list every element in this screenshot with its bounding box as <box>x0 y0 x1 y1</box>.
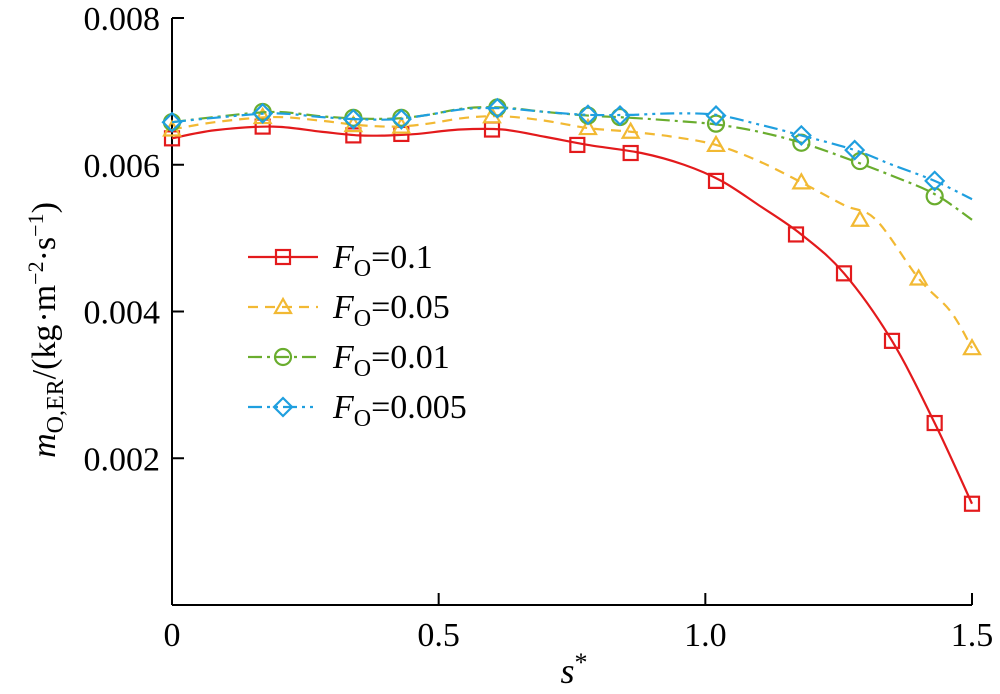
data-point <box>925 187 944 206</box>
series-layer <box>161 97 982 512</box>
legend: FO=0.1 FO=0.05 FO=0.01 FO=0.005 <box>248 239 467 432</box>
legend-label: FO=0.005 <box>332 389 467 432</box>
y-axis-label-dot1: · <box>26 311 63 322</box>
data-point <box>835 265 853 282</box>
series-line <box>171 125 973 505</box>
y-axis-label-exp1: −2 <box>23 261 48 284</box>
data-point <box>924 170 946 192</box>
y-axis-label-sub: O,ER <box>43 379 69 433</box>
axes-layer: 0 0.5 1.0 1.5 0.002 0.004 0.006 0.008 <box>84 1 994 654</box>
data-point <box>791 172 812 190</box>
legend-marker <box>273 296 293 315</box>
series-4 <box>161 97 973 201</box>
legend-item: FO=0.01 <box>248 339 450 382</box>
series-line <box>171 106 973 221</box>
data-point <box>161 111 183 133</box>
data-point <box>926 414 943 432</box>
data-point <box>908 268 929 286</box>
data-point <box>390 108 412 130</box>
series-line <box>171 106 973 201</box>
data-point <box>578 117 598 136</box>
legend-marker <box>273 347 293 367</box>
y-axis-label-close: ) <box>26 202 63 213</box>
data-point <box>790 124 812 146</box>
data-point <box>844 139 866 161</box>
legend-label: FO=0.05 <box>332 289 450 332</box>
legend-item: FO=0.005 <box>248 389 467 432</box>
legend-label: FO=0.1 <box>332 239 433 282</box>
x-tick-label: 0.5 <box>417 617 460 654</box>
y-axis-label-main: m <box>26 433 63 458</box>
data-point <box>963 495 981 512</box>
x-tick-label: 1.5 <box>951 617 994 654</box>
data-point <box>569 136 586 154</box>
data-point <box>577 104 599 126</box>
x-axis-label-main: s <box>560 651 574 691</box>
data-point <box>609 105 631 127</box>
y-axis-label: mO,ER/(kg·m−2·s−1) <box>23 202 69 458</box>
y-tick-label: 0.006 <box>84 148 161 185</box>
data-point <box>252 102 274 124</box>
legend-item: FO=0.1 <box>248 239 433 282</box>
series-line <box>171 115 973 349</box>
data-point <box>850 151 870 171</box>
x-axis-label: s* <box>560 648 587 691</box>
data-point <box>850 209 870 227</box>
y-tick-label: 0.002 <box>84 441 161 478</box>
legend-label: FO=0.01 <box>332 339 450 382</box>
data-point <box>707 172 725 189</box>
y-axis-label-unit-prefix: /(kg <box>26 325 63 380</box>
y-axis-label-m: m <box>26 285 63 311</box>
x-tick-label: 0 <box>164 617 181 654</box>
data-point <box>486 97 508 119</box>
y-axis-label-exp2: −1 <box>23 213 48 236</box>
legend-marker <box>272 396 294 418</box>
series-3 <box>162 98 973 221</box>
data-point <box>706 134 726 153</box>
data-point <box>705 105 727 127</box>
y-tick-label: 0.004 <box>84 295 161 332</box>
data-point <box>342 108 364 130</box>
data-point <box>962 337 982 356</box>
legend-item: FO=0.05 <box>248 289 450 332</box>
data-point <box>787 226 805 243</box>
legend-marker <box>274 248 292 266</box>
y-tick-label: 0.008 <box>84 1 161 38</box>
data-point <box>622 144 639 162</box>
y-axis-label-s: s <box>26 237 63 250</box>
y-axis-label-dot2: · <box>26 250 63 261</box>
data-point <box>883 332 901 349</box>
data-point <box>620 121 641 139</box>
x-tick-label: 1.0 <box>684 617 727 654</box>
x-axis-label-sup: * <box>575 648 588 677</box>
series-1 <box>163 118 981 512</box>
